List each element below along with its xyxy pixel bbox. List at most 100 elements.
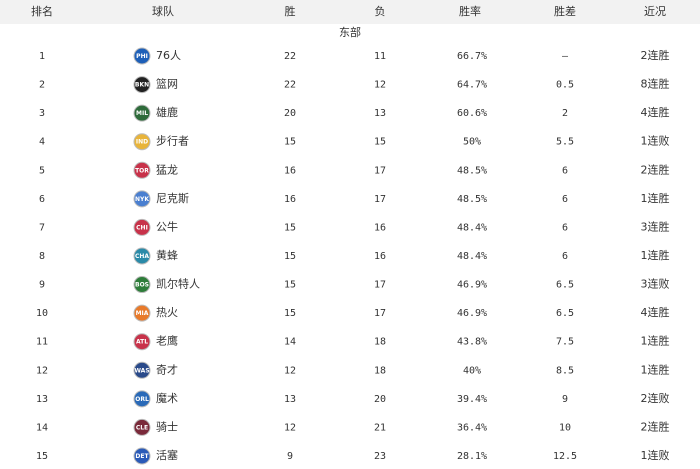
team-logo-text: PHI	[136, 53, 148, 60]
wins: 22	[284, 80, 296, 91]
team-name: 老鹰	[156, 334, 178, 348]
team-logo	[133, 304, 151, 322]
rank: 13	[36, 394, 48, 405]
team-logo	[133, 161, 151, 179]
team-logo	[133, 447, 151, 465]
team-name: 公牛	[156, 219, 178, 233]
team-logo-text: ATL	[136, 339, 148, 346]
team-name: 步行者	[156, 135, 189, 148]
team-name: 76人	[156, 49, 181, 62]
losses: 17	[374, 280, 386, 291]
games-behind: 7.5	[556, 337, 574, 348]
team-logo	[133, 104, 151, 122]
streak: 1连胜	[641, 191, 670, 205]
games-behind: –	[562, 51, 569, 62]
team-logo	[133, 218, 151, 236]
losses: 13	[374, 108, 386, 119]
rank: 2	[39, 80, 45, 91]
team-name: 活塞	[156, 448, 178, 462]
streak: 4连胜	[641, 105, 670, 119]
wins: 15	[284, 251, 296, 262]
win-pct: 48.5%	[457, 165, 487, 176]
rank: 1	[39, 51, 45, 62]
team-logo-text: MIL	[136, 110, 148, 117]
team-logo	[133, 247, 151, 265]
team-logo	[133, 418, 151, 436]
games-behind: 5.5	[556, 137, 574, 148]
team-name: 黄蜂	[156, 248, 178, 262]
wins: 14	[284, 337, 296, 348]
team-name: 雄鹿	[156, 105, 178, 119]
losses: 16	[374, 251, 386, 262]
wins: 15	[284, 137, 296, 148]
win-pct: 36.4%	[457, 422, 487, 433]
rank: 15	[36, 451, 48, 462]
games-behind: 0.5	[556, 80, 574, 91]
games-behind: 6	[562, 251, 568, 262]
games-behind: 12.5	[553, 451, 577, 462]
streak: 1连胜	[641, 334, 670, 348]
win-pct: 50%	[463, 137, 481, 148]
team-logo-text: IND	[136, 139, 148, 146]
games-behind: 9	[562, 394, 568, 405]
column-header: 负	[375, 4, 386, 18]
games-behind: 6	[562, 194, 568, 205]
win-pct: 46.9%	[457, 308, 487, 319]
team-logo-text: DET	[135, 453, 149, 460]
streak: 2连败	[641, 391, 670, 405]
win-pct: 48.4%	[457, 222, 487, 233]
losses: 12	[374, 80, 386, 91]
team-logo	[133, 276, 151, 294]
column-header: 球队	[152, 4, 174, 18]
team-name: 骑士	[156, 420, 178, 433]
team-logo	[133, 76, 151, 94]
team-logo-text: ORL	[135, 396, 149, 403]
streak: 2连胜	[641, 48, 670, 62]
rank: 3	[39, 108, 45, 119]
column-header: 排名	[31, 4, 53, 18]
wins: 16	[284, 194, 296, 205]
team-name: 热火	[156, 306, 178, 319]
wins: 15	[284, 308, 296, 319]
losses: 17	[374, 308, 386, 319]
column-header: 胜	[285, 4, 296, 18]
rank: 9	[39, 280, 45, 291]
streak: 2连胜	[641, 419, 670, 433]
wins: 12	[284, 365, 296, 376]
losses: 18	[374, 337, 386, 348]
team-logo-text: BOS	[135, 282, 149, 289]
streak: 3连胜	[641, 219, 670, 233]
rank: 14	[36, 422, 48, 433]
wins: 16	[284, 165, 296, 176]
losses: 16	[374, 222, 386, 233]
rank: 11	[36, 337, 48, 348]
wins: 22	[284, 51, 296, 62]
losses: 11	[374, 51, 386, 62]
games-behind: 8.5	[556, 365, 574, 376]
win-pct: 66.7%	[457, 51, 487, 62]
wins: 15	[284, 280, 296, 291]
section-title: 东部	[339, 25, 361, 39]
rank: 6	[39, 194, 45, 205]
team-logo-text: TOR	[135, 167, 149, 174]
losses: 18	[374, 365, 386, 376]
wins: 12	[284, 422, 296, 433]
wins: 9	[287, 451, 293, 462]
wins: 20	[284, 108, 296, 119]
column-header: 胜差	[554, 4, 576, 18]
streak: 1连败	[641, 448, 670, 462]
team-name: 魔术	[156, 391, 178, 405]
losses: 17	[374, 194, 386, 205]
wins: 15	[284, 222, 296, 233]
win-pct: 40%	[463, 365, 481, 376]
streak: 1连胜	[641, 248, 670, 262]
streak: 8连胜	[641, 77, 670, 91]
losses: 20	[374, 394, 386, 405]
header-bar	[0, 0, 700, 24]
team-name: 奇才	[156, 362, 178, 376]
wins: 13	[284, 394, 296, 405]
win-pct: 48.4%	[457, 251, 487, 262]
win-pct: 60.6%	[457, 108, 487, 119]
